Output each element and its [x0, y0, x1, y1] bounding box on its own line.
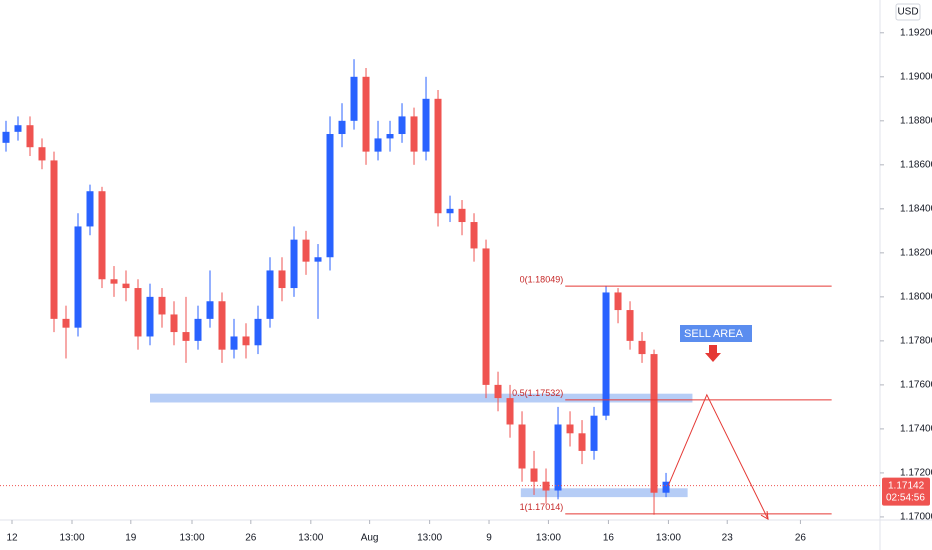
candle-body	[218, 301, 226, 350]
candle-body	[410, 116, 418, 152]
candle-body	[614, 292, 622, 311]
candle-body	[98, 191, 106, 280]
candle-body	[386, 134, 394, 139]
zone	[520, 488, 688, 498]
candle-body	[566, 424, 574, 434]
candle-body	[242, 336, 250, 346]
candle-body	[494, 384, 502, 399]
candle-body	[554, 424, 562, 491]
candle-body	[314, 257, 322, 262]
candle-body	[290, 239, 298, 289]
x-tick-label: 26	[245, 533, 257, 544]
projection-arrowhead	[760, 511, 769, 521]
candle-body	[2, 131, 10, 143]
zone	[150, 393, 693, 403]
candle-body	[74, 226, 82, 328]
candle-body	[122, 283, 130, 289]
x-tick-label: 13:00	[656, 533, 681, 544]
countdown: 02:54:56	[886, 492, 925, 503]
x-tick-label: 13:00	[417, 533, 442, 544]
candle-body	[134, 288, 142, 337]
candle-body	[530, 468, 538, 482]
candle-body	[158, 296, 166, 315]
y-tick-label: 1.19000	[900, 71, 932, 82]
y-tick-label: 1.18600	[900, 159, 932, 170]
x-tick-label: 13:00	[298, 533, 323, 544]
x-tick-label: 13:00	[536, 533, 561, 544]
projection-path	[667, 393, 769, 520]
candle-body	[206, 301, 214, 319]
candle-body	[434, 98, 442, 214]
candle-body	[338, 120, 346, 135]
candle-body	[662, 481, 670, 493]
candle-body	[266, 270, 274, 319]
y-tick-label: 1.17200	[900, 468, 932, 479]
currency-box[interactable]	[895, 3, 921, 21]
candle-body	[110, 279, 118, 284]
fib-label: 1(1.17014)	[520, 502, 564, 512]
candle-body	[62, 318, 70, 328]
candle-body	[14, 125, 22, 132]
candle-body	[506, 398, 514, 425]
candle-body	[86, 191, 94, 227]
x-tick-label: 13:00	[59, 533, 84, 544]
x-tick-label: 9	[486, 533, 492, 544]
fib-label: 0.5(1.17532)	[512, 388, 563, 398]
candle-body	[230, 336, 238, 350]
x-tick-label: 12	[6, 533, 18, 544]
candle-body	[350, 76, 358, 121]
x-tick-label: 26	[795, 533, 807, 544]
candle-body	[470, 222, 478, 249]
x-tick-label: 23	[722, 533, 734, 544]
x-tick-label: 19	[125, 533, 137, 544]
y-tick-label: 1.17600	[900, 380, 932, 391]
fib-label: 0(1.18049)	[520, 274, 564, 284]
last-price-tag	[882, 477, 930, 506]
y-tick-label: 1.18000	[900, 292, 932, 303]
currency: USD	[897, 7, 918, 18]
sell-area-box	[680, 325, 752, 342]
candle-body	[482, 248, 490, 385]
sell-area-label: SELL AREA	[684, 328, 744, 340]
candle-body	[374, 138, 382, 152]
x-tick-label: 13:00	[179, 533, 204, 544]
candle-body	[602, 292, 610, 416]
candle-body	[650, 354, 658, 493]
candle-body	[278, 270, 286, 289]
y-tick-label: 1.17000	[900, 512, 932, 523]
y-tick-label: 1.18400	[900, 203, 932, 214]
candle-body	[458, 208, 466, 223]
candle-body	[638, 340, 646, 355]
candle-body	[146, 296, 154, 337]
candle-body	[170, 314, 178, 333]
x-tick-label: Aug	[361, 533, 379, 544]
candle-body	[194, 318, 202, 341]
candle-body	[50, 160, 58, 319]
candle-body	[446, 208, 454, 214]
candle-body	[362, 76, 370, 152]
candle-body	[302, 239, 310, 262]
candle-body	[578, 433, 586, 451]
candle-body	[26, 125, 34, 148]
sell-arrow	[705, 345, 721, 362]
y-tick-label: 1.18200	[900, 247, 932, 258]
y-tick-label: 1.18800	[900, 115, 932, 126]
candle-body	[38, 147, 46, 161]
candle-body	[518, 424, 526, 469]
candle-body	[422, 98, 430, 152]
x-tick-label: 16	[603, 533, 615, 544]
last-price-label: 1.17142	[888, 480, 925, 491]
candle-body	[398, 116, 406, 135]
y-tick-label: 1.17400	[900, 424, 932, 435]
candle-body	[182, 332, 190, 341]
candle-body	[626, 310, 634, 341]
y-tick-label: 1.19200	[900, 27, 932, 38]
candle-body	[590, 415, 598, 451]
candle-body	[326, 134, 334, 258]
candle-body	[254, 318, 262, 346]
y-tick-label: 1.17800	[900, 336, 932, 347]
